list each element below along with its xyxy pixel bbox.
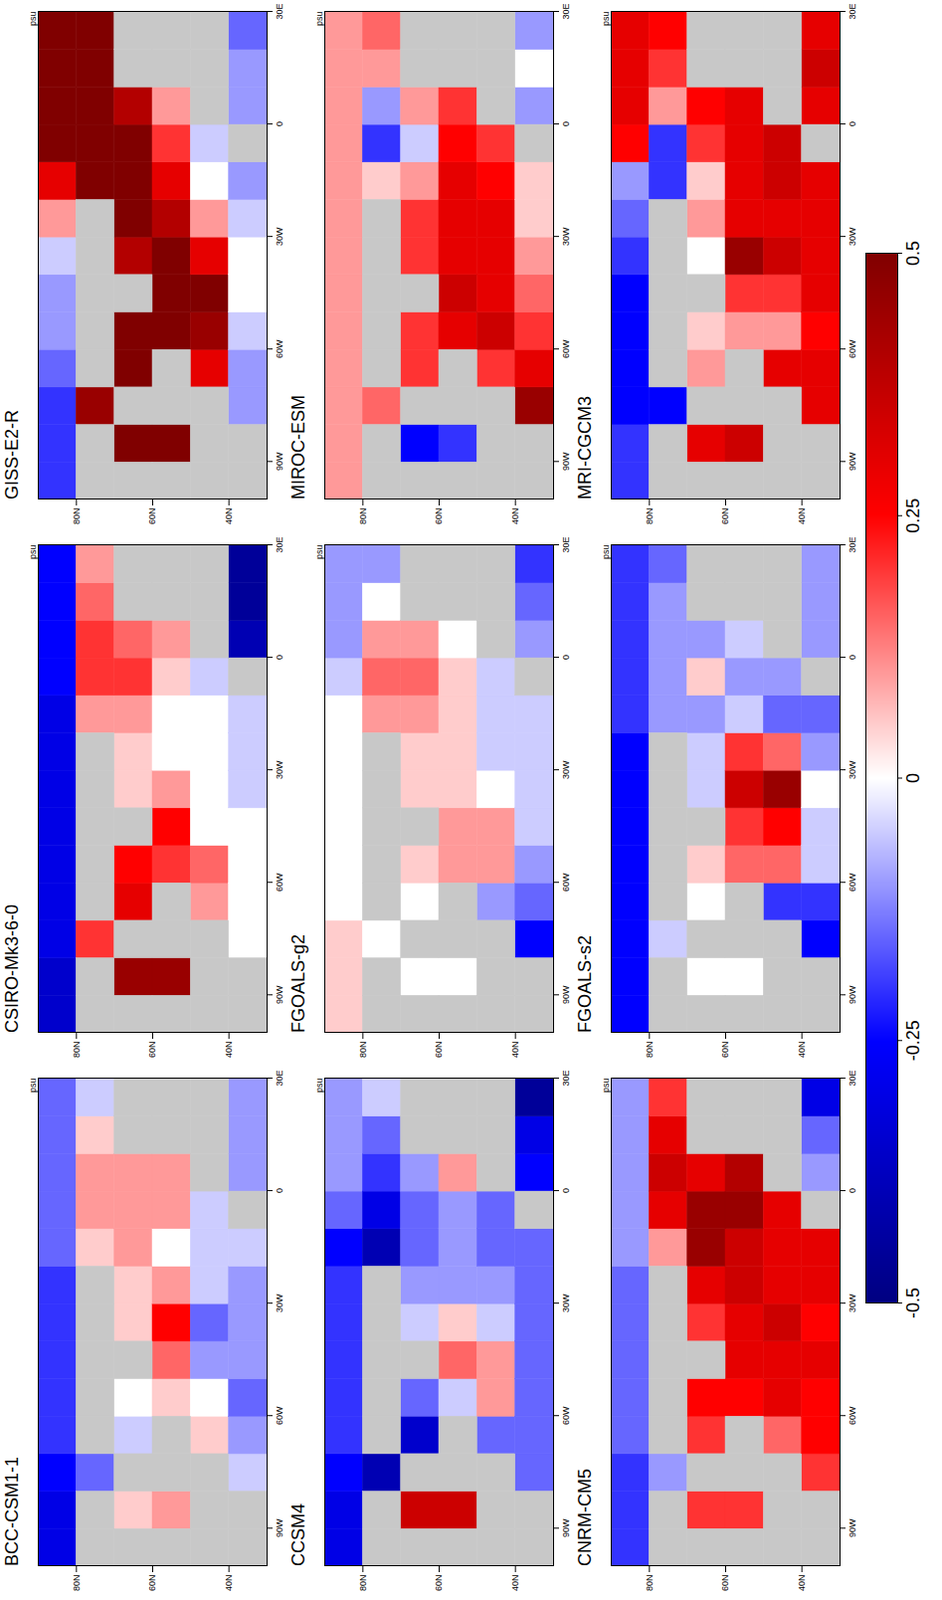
svg-text:60N: 60N bbox=[433, 1574, 444, 1592]
svg-text:40N: 40N bbox=[510, 1574, 521, 1592]
svg-text:80N: 80N bbox=[644, 508, 655, 526]
svg-text:90W: 90W bbox=[274, 451, 285, 471]
svg-text:60N: 60N bbox=[147, 1574, 158, 1592]
svg-text:30E: 30E bbox=[561, 536, 571, 553]
svg-text:60W: 60W bbox=[274, 1405, 285, 1425]
svg-text:0: 0 bbox=[561, 654, 571, 660]
svg-text:30W: 30W bbox=[561, 759, 571, 779]
svg-text:60N: 60N bbox=[720, 1574, 731, 1592]
svg-text:30E: 30E bbox=[847, 2, 858, 19]
svg-text:30E: 30E bbox=[561, 1069, 571, 1086]
html-text:FGOALS-g2: FGOALS-g2 bbox=[288, 934, 309, 1033]
svg-text:30W: 30W bbox=[561, 226, 571, 246]
svg-text:80N: 80N bbox=[358, 508, 369, 526]
svg-text:60W: 60W bbox=[561, 1405, 571, 1425]
html-text:MRI-CGCM3: MRI-CGCM3 bbox=[574, 395, 595, 500]
svg-text:40N: 40N bbox=[510, 1041, 521, 1059]
svg-text:80N: 80N bbox=[358, 1574, 369, 1592]
svg-text:-0.5: -0.5 bbox=[903, 1287, 924, 1319]
svg-text:60W: 60W bbox=[847, 1405, 858, 1425]
html-text:MIROC-ESM: MIROC-ESM bbox=[288, 394, 309, 500]
svg-text:40N: 40N bbox=[796, 1041, 807, 1059]
svg-text:60N: 60N bbox=[147, 1041, 158, 1059]
html-text:BCC-CSM1-1: BCC-CSM1-1 bbox=[1, 1456, 22, 1566]
svg-text:90W: 90W bbox=[847, 1517, 858, 1537]
svg-text:psu: psu bbox=[600, 545, 611, 561]
svg-text:40N: 40N bbox=[796, 508, 807, 526]
svg-text:40N: 40N bbox=[223, 1574, 234, 1592]
svg-text:90W: 90W bbox=[561, 984, 571, 1004]
svg-text:30W: 30W bbox=[274, 759, 285, 779]
svg-text:40N: 40N bbox=[223, 508, 234, 526]
svg-text:90W: 90W bbox=[274, 984, 285, 1004]
svg-text:30W: 30W bbox=[847, 1293, 858, 1313]
svg-text:30W: 30W bbox=[847, 226, 858, 246]
svg-text:psu: psu bbox=[27, 11, 38, 27]
svg-text:0: 0 bbox=[561, 121, 571, 127]
svg-text:60W: 60W bbox=[561, 872, 571, 892]
svg-text:80N: 80N bbox=[71, 508, 82, 526]
svg-text:30E: 30E bbox=[274, 1069, 285, 1086]
svg-text:40N: 40N bbox=[510, 508, 521, 526]
svg-text:60W: 60W bbox=[274, 339, 285, 359]
html-text:CSIRO-Mk3-6-0: CSIRO-Mk3-6-0 bbox=[1, 904, 22, 1033]
svg-text:0: 0 bbox=[274, 121, 285, 127]
svg-text:30W: 30W bbox=[274, 226, 285, 246]
svg-text:90W: 90W bbox=[274, 1517, 285, 1537]
html-text:CNRM-CM5: CNRM-CM5 bbox=[574, 1468, 595, 1566]
svg-text:0.5: 0.5 bbox=[903, 240, 924, 266]
svg-text:psu: psu bbox=[314, 1078, 325, 1094]
svg-text:60N: 60N bbox=[147, 508, 158, 526]
svg-text:psu: psu bbox=[600, 1078, 611, 1094]
svg-text:60W: 60W bbox=[847, 872, 858, 892]
html-text:GISS-E2-R: GISS-E2-R bbox=[1, 409, 22, 500]
svg-text:60N: 60N bbox=[433, 1041, 444, 1059]
svg-text:0: 0 bbox=[847, 654, 858, 660]
svg-text:40N: 40N bbox=[223, 1041, 234, 1059]
svg-text:80N: 80N bbox=[71, 1041, 82, 1059]
svg-text:0: 0 bbox=[903, 772, 924, 783]
svg-text:-0.25: -0.25 bbox=[903, 1019, 924, 1061]
svg-text:60N: 60N bbox=[720, 508, 731, 526]
svg-text:0.25: 0.25 bbox=[903, 498, 924, 534]
html-text:FGOALS-s2: FGOALS-s2 bbox=[574, 935, 595, 1033]
svg-text:90W: 90W bbox=[847, 984, 858, 1004]
svg-text:90W: 90W bbox=[561, 1517, 571, 1537]
svg-text:0: 0 bbox=[561, 1187, 571, 1193]
svg-text:30E: 30E bbox=[274, 536, 285, 553]
svg-text:psu: psu bbox=[27, 545, 38, 561]
svg-text:0: 0 bbox=[847, 121, 858, 127]
svg-text:60N: 60N bbox=[433, 508, 444, 526]
svg-text:80N: 80N bbox=[644, 1574, 655, 1592]
svg-text:0: 0 bbox=[847, 1187, 858, 1193]
svg-text:0: 0 bbox=[274, 654, 285, 660]
svg-text:psu: psu bbox=[314, 11, 325, 27]
svg-text:30E: 30E bbox=[561, 2, 571, 19]
svg-text:60W: 60W bbox=[847, 339, 858, 359]
svg-text:30W: 30W bbox=[847, 759, 858, 779]
svg-text:30W: 30W bbox=[561, 1293, 571, 1313]
svg-text:30W: 30W bbox=[274, 1293, 285, 1313]
svg-text:psu: psu bbox=[314, 545, 325, 561]
svg-text:60W: 60W bbox=[561, 339, 571, 359]
svg-text:30E: 30E bbox=[847, 536, 858, 553]
svg-text:60W: 60W bbox=[274, 872, 285, 892]
html-text:CCSM4: CCSM4 bbox=[288, 1503, 309, 1566]
svg-text:80N: 80N bbox=[644, 1041, 655, 1059]
svg-text:0: 0 bbox=[274, 1187, 285, 1193]
svg-text:40N: 40N bbox=[796, 1574, 807, 1592]
svg-text:psu: psu bbox=[600, 11, 611, 27]
svg-text:80N: 80N bbox=[358, 1041, 369, 1059]
svg-text:30E: 30E bbox=[847, 1069, 858, 1086]
svg-text:80N: 80N bbox=[71, 1574, 82, 1592]
svg-text:30E: 30E bbox=[274, 2, 285, 19]
svg-text:90W: 90W bbox=[561, 451, 571, 471]
svg-text:90W: 90W bbox=[847, 451, 858, 471]
svg-text:60N: 60N bbox=[720, 1041, 731, 1059]
svg-text:psu: psu bbox=[27, 1078, 38, 1094]
